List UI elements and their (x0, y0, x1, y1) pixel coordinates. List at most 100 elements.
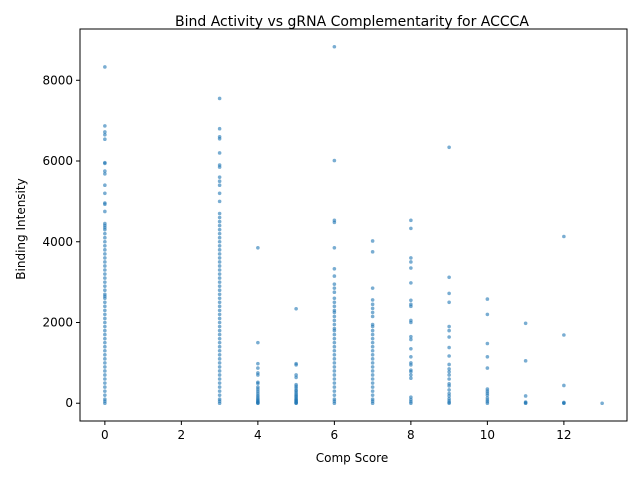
data-point (562, 383, 566, 388)
data-point (409, 363, 413, 367)
data-point (370, 302, 375, 307)
data-point (370, 336, 375, 341)
data-point (217, 96, 222, 101)
data-point (370, 314, 375, 319)
data-point (217, 248, 222, 252)
data-point (217, 385, 222, 389)
data-point (370, 373, 375, 377)
data-point (409, 226, 413, 231)
data-point (217, 137, 222, 141)
data-point (370, 298, 375, 302)
data-point (103, 361, 107, 365)
data-point (523, 359, 528, 363)
data-point (217, 165, 222, 169)
data-point (332, 322, 337, 327)
data-point (103, 300, 107, 305)
data-point (103, 202, 107, 207)
data-point (409, 401, 413, 406)
data-point (217, 332, 222, 337)
data-point (332, 336, 337, 341)
data-point (256, 373, 260, 377)
data-point (217, 373, 222, 377)
y-tick-label: 6000 (42, 154, 73, 168)
data-point (332, 44, 337, 49)
data-point (332, 369, 337, 373)
data-point (370, 286, 375, 290)
data-point (103, 272, 107, 276)
data-point (370, 332, 375, 337)
data-point (103, 352, 107, 357)
data-point (370, 310, 375, 315)
data-point (332, 393, 337, 397)
data-point (409, 373, 413, 377)
data-point (217, 340, 222, 345)
data-point (332, 328, 337, 333)
data-point (447, 300, 451, 305)
data-point (103, 65, 107, 69)
data-point (485, 355, 490, 359)
data-point (103, 340, 107, 345)
data-point (409, 260, 413, 264)
data-point (370, 340, 375, 345)
data-point (370, 348, 375, 353)
data-point (103, 332, 107, 337)
data-point (103, 268, 107, 272)
data-point (447, 335, 451, 339)
data-point (103, 235, 107, 240)
data-point (217, 126, 222, 131)
data-point (256, 401, 260, 406)
data-point (103, 389, 107, 393)
data-point (485, 312, 490, 317)
data-point (103, 209, 107, 214)
data-point (447, 369, 451, 374)
data-point (332, 220, 337, 225)
data-point (217, 300, 222, 305)
data-point (103, 401, 107, 406)
x-tick-label: 4 (254, 428, 262, 442)
data-point (485, 401, 490, 406)
data-point (217, 223, 222, 228)
data-point (332, 357, 337, 361)
data-point (103, 172, 107, 176)
data-point (447, 291, 451, 296)
data-point (370, 361, 375, 365)
data-point (217, 393, 222, 397)
data-point (332, 365, 337, 369)
data-point (217, 361, 222, 365)
data-point (217, 320, 222, 325)
data-point (370, 357, 375, 361)
data-point (562, 401, 566, 406)
data-point (447, 275, 451, 280)
data-point (217, 219, 222, 224)
data-point (103, 276, 107, 280)
data-point (447, 362, 451, 367)
data-point (103, 336, 107, 341)
data-point (447, 328, 451, 333)
data-point (103, 312, 107, 317)
data-point (370, 377, 375, 381)
data-point (447, 401, 451, 406)
data-point (409, 376, 413, 381)
data-point (370, 389, 375, 393)
x-tick-label: 6 (331, 428, 339, 442)
data-point (103, 357, 107, 361)
data-point (103, 132, 107, 137)
data-point (523, 321, 528, 326)
data-point (370, 239, 375, 243)
data-point (217, 235, 222, 240)
data-point (370, 365, 375, 369)
data-point (523, 394, 528, 398)
data-point (217, 312, 222, 317)
data-point (103, 344, 107, 349)
data-point (103, 308, 107, 313)
data-point (447, 345, 451, 350)
data-point (217, 239, 222, 244)
data-point (409, 304, 413, 309)
plot-frame (79, 28, 628, 422)
data-point (332, 361, 337, 365)
y-axis-ticks: 0 2000 4000 6000 8000 (42, 73, 80, 410)
data-point (409, 355, 413, 359)
data-point (217, 215, 222, 220)
data-point (103, 304, 107, 309)
data-point (103, 191, 107, 196)
